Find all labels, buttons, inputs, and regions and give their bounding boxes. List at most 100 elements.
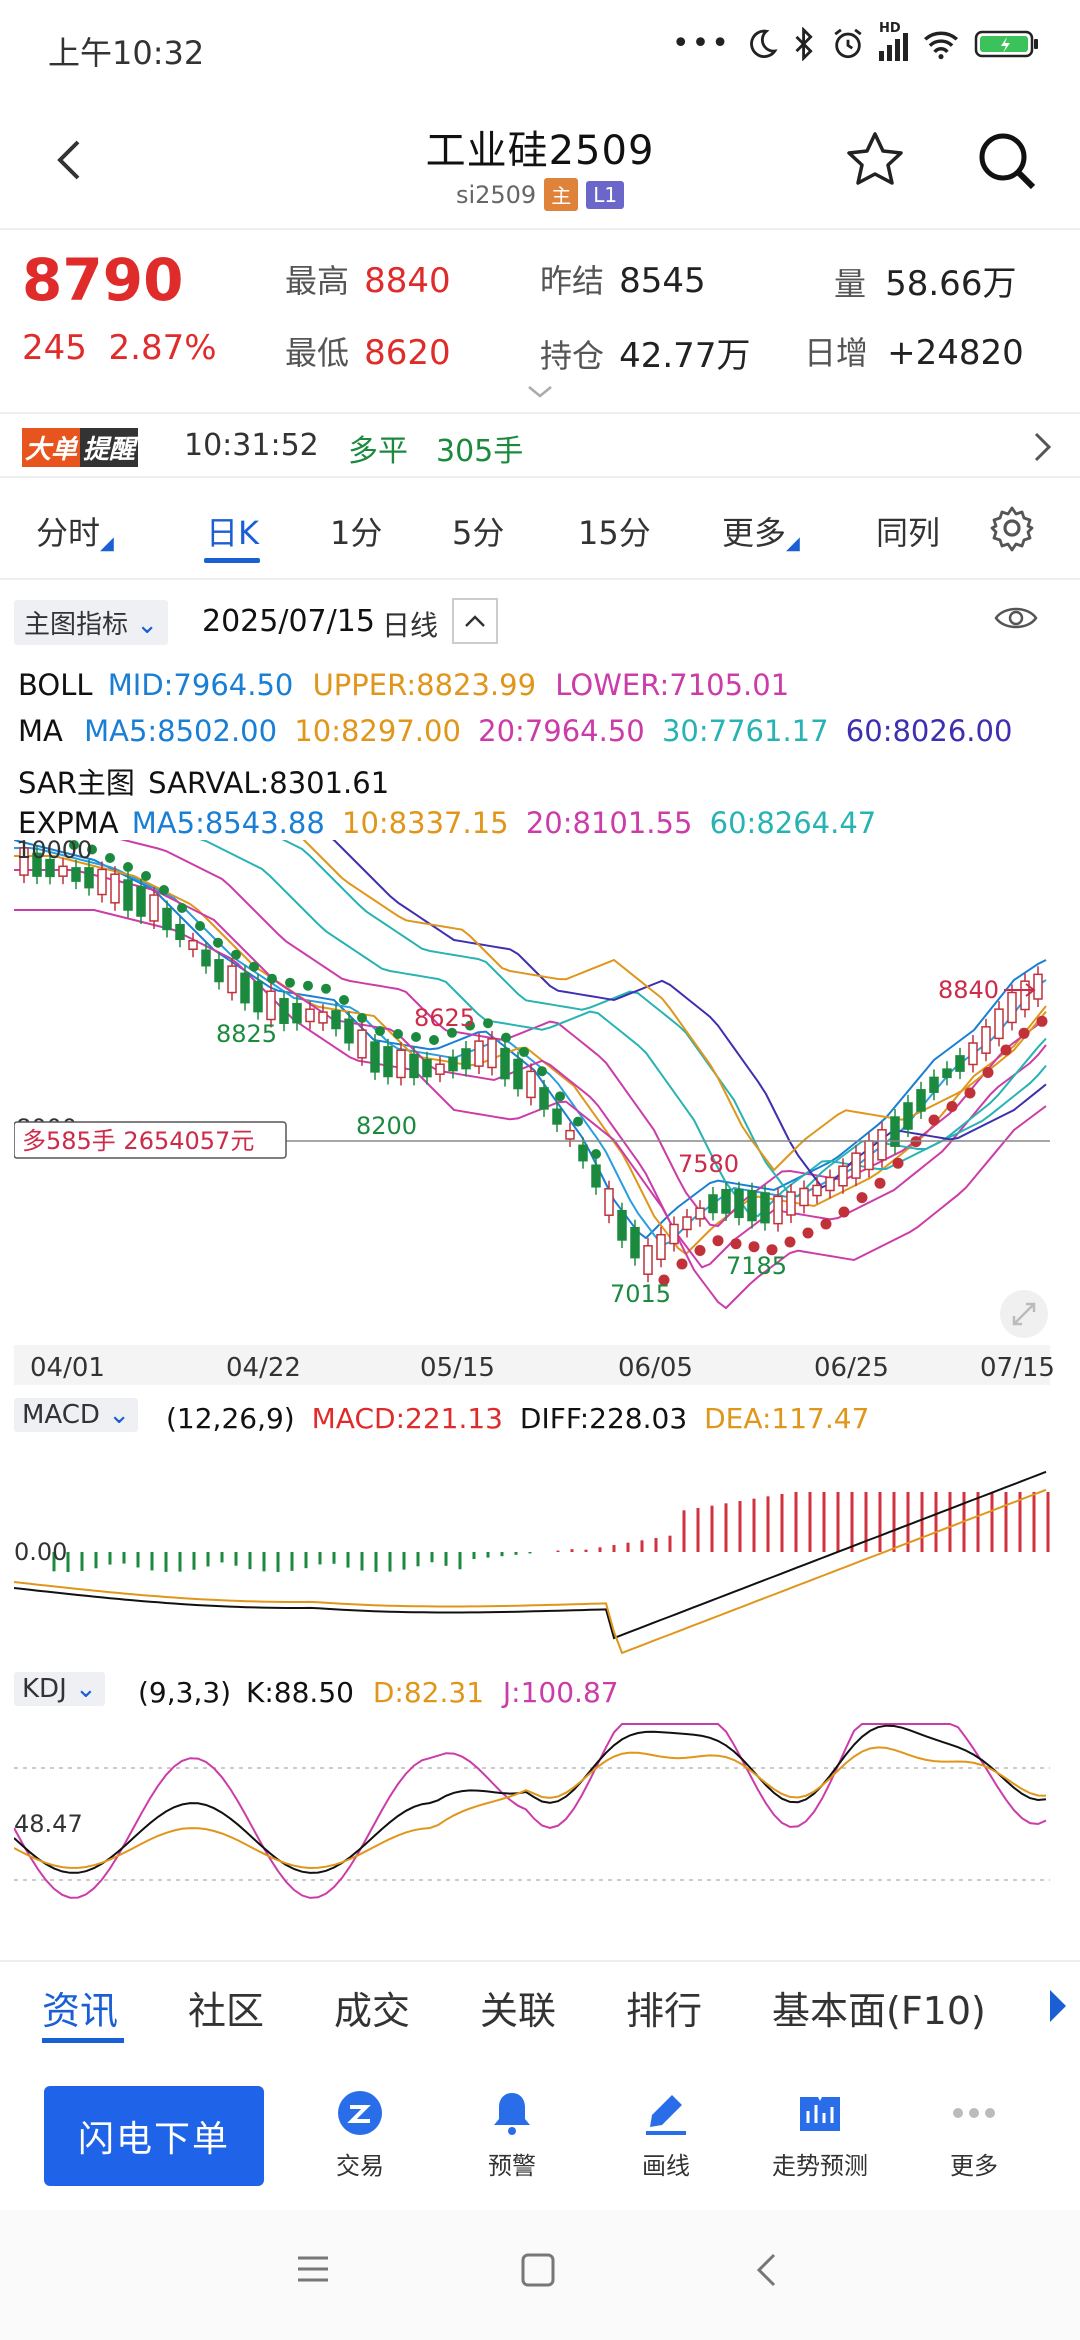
back-icon[interactable] [40, 130, 100, 190]
tab-1min[interactable]: 1分 [330, 514, 383, 552]
label-8840: 8840 [938, 976, 999, 1004]
system-nav-bar [0, 2210, 1080, 2340]
expand-chevron-icon[interactable] [526, 384, 554, 400]
high-arrow-icon [1004, 983, 1036, 997]
expma-line: EXPMA MA5:8543.88 10:8337.15 20:8101.55 … [18, 806, 877, 840]
prev-settle-row: 昨结 8545 [540, 261, 706, 301]
gear-icon[interactable] [988, 504, 1036, 552]
big-order-alert[interactable]: 大单 提醒 10:31:52 多平 305手 [0, 412, 1080, 478]
active-tab-underline [204, 558, 260, 563]
star-icon[interactable] [842, 128, 908, 194]
macd-zero-label: 0.00 [14, 1538, 67, 1566]
contract-code: si2509 [455, 180, 537, 209]
tab-daily-k[interactable]: 日K [206, 514, 259, 552]
chart-period: 日线 [382, 609, 439, 642]
tab-community[interactable]: 社区 [188, 1989, 265, 2033]
trade-icon [338, 2091, 382, 2135]
kdj-level-label: 48.47 [14, 1810, 83, 1838]
chart-date: 2025/07/15 [202, 604, 375, 639]
sar-line: SAR主图 SARVAL:8301.61 [18, 766, 390, 800]
tab-news[interactable]: 资讯 [42, 1989, 119, 2033]
scroll-right-icon[interactable] [1048, 1988, 1068, 2024]
tab-15min[interactable]: 15分 [578, 514, 651, 552]
macd-select[interactable]: MACD ⌄ [14, 1398, 138, 1432]
search-icon[interactable] [974, 128, 1040, 194]
high-row: 最高 8840 [285, 261, 451, 301]
wifi-icon [924, 31, 958, 59]
boll-line: BOLL MID:7964.50 UPPER:8823.99 LOWER:710… [18, 668, 790, 702]
oi-row: 持仓 42.77万 [540, 336, 751, 376]
tab-5min[interactable]: 5分 [452, 514, 505, 552]
date-label: 07/15 [980, 1353, 1055, 1383]
dots-icon: ••• [671, 26, 731, 61]
collapse-button[interactable] [452, 598, 498, 644]
daily-inc-row: 日增 +24820 [804, 333, 1024, 373]
main-badge: 主 [544, 178, 579, 211]
date-label: 06/05 [618, 1353, 693, 1383]
label-8625: 8625 [414, 1004, 475, 1032]
bluetooth-icon [795, 26, 813, 61]
status-bar: 上午10:32 ••• HD [0, 0, 1080, 100]
kdj-select[interactable]: KDJ ⌄ [14, 1672, 105, 1706]
macd-chart: 0.00 [14, 1470, 1050, 1655]
back-nav-icon[interactable] [754, 2252, 778, 2288]
hd-signal-icon: HD [879, 21, 908, 61]
candles [19, 840, 1043, 1283]
menu-icon[interactable] [296, 2254, 330, 2284]
trend-predict-button[interactable]: 走势预测 [750, 2088, 890, 2181]
draw-line-button[interactable]: 画线 [596, 2088, 736, 2181]
high-value: 8840 [364, 261, 451, 301]
tab-ranking[interactable]: 排行 [626, 1989, 703, 2033]
page-title: 工业硅2509 [425, 128, 655, 174]
tab-trades[interactable]: 成交 [334, 1989, 411, 2033]
home-icon[interactable] [520, 2252, 556, 2288]
fast-order-button[interactable]: 闪电下单 [44, 2086, 264, 2186]
date-label: 04/22 [226, 1353, 301, 1383]
kdj-values: (9,3,3) K:88.50 D:82.31 J:100.87 [138, 1676, 619, 1709]
sar-dots [69, 840, 1048, 1286]
volume-value: 58.66万 [885, 264, 1017, 304]
quote-panel[interactable]: 8790 245 2.87% 最高 8840 最低 8620 昨结 8545 持… [0, 232, 1080, 412]
chart-toolbar: 主图指标 ⌄ 2025/07/15 日线 [0, 592, 1080, 652]
position-note-box[interactable] [14, 1121, 287, 1159]
alarm-icon [834, 28, 862, 58]
alert-time: 10:31:52 [184, 428, 319, 463]
label-7015: 7015 [610, 1280, 671, 1308]
title-bar: 工业硅2509 si2509 主 L1 [0, 100, 1080, 230]
battery-icon [974, 30, 1038, 57]
tab-same-column[interactable]: 同列 [876, 514, 941, 552]
last-price: 8790 [22, 246, 184, 314]
date-label: 06/25 [814, 1353, 889, 1383]
alert-size: 305手 [436, 434, 524, 469]
moon-icon [750, 29, 778, 58]
y-label-top: 10000 [16, 840, 92, 864]
trade-button[interactable]: 交易 [290, 2088, 430, 2181]
warning-button[interactable]: 预警 [442, 2088, 582, 2181]
period-tabs: 分时◢ 日K 1分 5分 15分 更多◢ 同列 [0, 480, 1080, 580]
more-dots-icon [953, 2108, 995, 2118]
kline-chart[interactable]: 10000 8000 8825 8625 8200 7580 7015 7185… [14, 840, 1050, 1350]
alert-type: 多平 [348, 434, 408, 469]
chevron-right-icon[interactable] [1032, 430, 1054, 464]
date-label: 04/01 [30, 1353, 105, 1383]
position-note: 多585手 2654057元 [22, 1127, 254, 1155]
low-row: 最低 8620 [285, 333, 451, 373]
l1-badge: L1 [586, 180, 625, 209]
ma-line: MA MA5:8502.00 10:8297.00 20:7964.50 30:… [18, 714, 1013, 748]
tab-more[interactable]: 更多◢ [722, 514, 800, 554]
date-label: 05/15 [420, 1353, 495, 1383]
kdj-chart: 48.47 [14, 1723, 1050, 1899]
tab-fundamentals[interactable]: 基本面(F10) [772, 1989, 986, 2033]
oi-value: 42.77万 [619, 336, 751, 376]
tab-related[interactable]: 关联 [480, 1989, 557, 2033]
eye-icon[interactable] [994, 602, 1038, 634]
big-order-logo: 大单 提醒 [22, 428, 139, 467]
info-tab-underline [42, 2038, 124, 2043]
chevron-up-icon [465, 615, 485, 627]
label-8825: 8825 [216, 1020, 277, 1048]
low-value: 8620 [364, 333, 451, 373]
tab-timeshare[interactable]: 分时◢ [36, 514, 114, 554]
info-tabs: 资讯 社区 成交 关联 排行 基本面(F10) [0, 1960, 1080, 2050]
more-button[interactable]: 更多 [904, 2088, 1044, 2181]
main-indicator-select[interactable]: 主图指标 ⌄ [14, 600, 169, 645]
